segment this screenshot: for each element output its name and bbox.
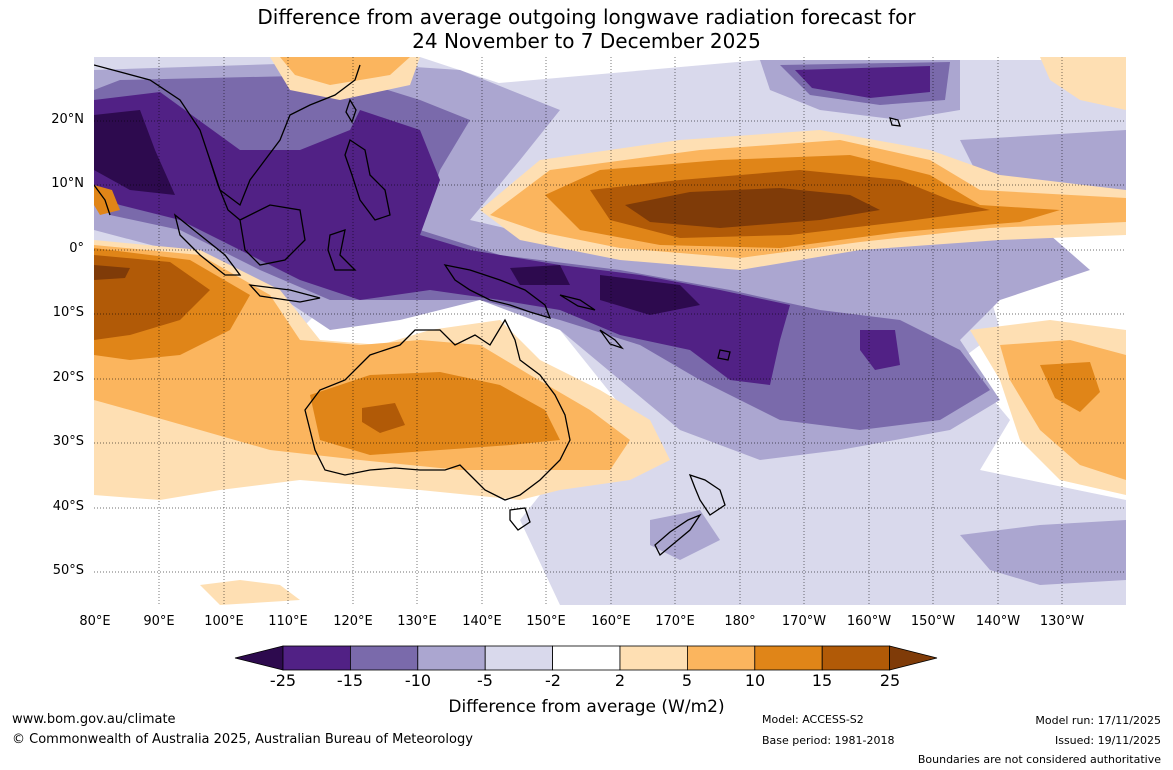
colorbar-bin-10-15 bbox=[754, 645, 823, 671]
lat-label-0: 0° bbox=[69, 241, 84, 256]
colorbar-tick-minus2: -2 bbox=[545, 671, 561, 690]
lon-label-150w: 150°W bbox=[910, 614, 956, 629]
colorbar-arrow-right bbox=[889, 645, 938, 671]
colorbar-bin-minus10-minus5 bbox=[417, 645, 486, 671]
footer-copyright: © Commonwealth of Australia 2025, Austra… bbox=[12, 732, 473, 747]
coastline-fiji bbox=[717, 349, 731, 361]
colorbar-tick-minus10: -10 bbox=[404, 671, 432, 690]
anomaly-region-plus15-australia bbox=[362, 403, 405, 433]
coastline-new-zealand-south bbox=[654, 513, 702, 557]
footer-base-period: Base period: 1981-2018 bbox=[762, 734, 895, 747]
anomaly-region-plus25-indian bbox=[94, 265, 130, 280]
lon-label-160w: 160°W bbox=[846, 614, 892, 629]
colorbar-tick-minus5: -5 bbox=[477, 671, 493, 690]
coastline-australia bbox=[304, 318, 571, 501]
footer-url[interactable]: www.bom.gov.au/climate bbox=[12, 712, 176, 727]
lon-label-130w: 130°W bbox=[1039, 614, 1085, 629]
coastline-asia-mainland bbox=[94, 64, 361, 207]
map-title-line2: 24 November to 7 December 2025 bbox=[412, 29, 761, 53]
lat-label-30s: 30°S bbox=[52, 434, 84, 449]
coastline-sumatra bbox=[173, 213, 242, 276]
lon-label-100e: 100°E bbox=[204, 614, 244, 629]
anomaly-region-minus25 bbox=[94, 110, 175, 195]
colorbar-bin-minus2-2 bbox=[552, 645, 621, 671]
anomaly-region-plus5-south-pacific bbox=[1000, 340, 1126, 480]
lat-label-20s: 20°S bbox=[52, 370, 84, 385]
anomaly-region-minus25-core2 bbox=[510, 265, 570, 285]
anomaly-region-minus5-south bbox=[960, 520, 1126, 585]
lat-label-50s: 50°S bbox=[52, 563, 84, 578]
lon-label-160e: 160°E bbox=[591, 614, 631, 629]
lon-label-90e: 90°E bbox=[143, 614, 175, 629]
coastline-hawaii bbox=[889, 117, 901, 127]
coastline-tasmania bbox=[509, 507, 531, 531]
lon-label-170e: 170°E bbox=[655, 614, 695, 629]
colorbar-tick-minus25: -25 bbox=[269, 671, 297, 690]
anomaly-region-plus10-south-pacific bbox=[1040, 362, 1100, 412]
colorbar-bin-minus25-minus15 bbox=[282, 645, 351, 671]
colorbar-tick-10: 10 bbox=[744, 671, 766, 690]
colorbar-bin-15-25 bbox=[821, 645, 891, 671]
footer-disclaimer: Boundaries are not considered authoritat… bbox=[917, 753, 1161, 766]
lon-label-80e: 80°E bbox=[79, 614, 111, 629]
coastline-java bbox=[248, 284, 321, 303]
anomaly-region-plus2-south-indian bbox=[200, 580, 300, 605]
coastline-new-zealand-north bbox=[688, 473, 726, 516]
lat-label-40s: 40°S bbox=[52, 499, 84, 514]
colorbar-bin-2-5 bbox=[619, 645, 688, 671]
colorbar-tick-25: 25 bbox=[879, 671, 901, 690]
lon-label-140w: 140°W bbox=[975, 614, 1021, 629]
anomaly-region-plus10-australia bbox=[310, 372, 560, 455]
anomaly-region-plus25-pacific bbox=[625, 188, 880, 228]
colorbar-tick-minus15: -15 bbox=[336, 671, 364, 690]
colorbar-bin-5-10 bbox=[687, 645, 756, 671]
anomaly-region-minus15-east bbox=[860, 330, 900, 370]
anomaly-region-plus5-north bbox=[280, 57, 410, 85]
lat-label-10n: 10°N bbox=[51, 176, 84, 191]
anomaly-region-minus15 bbox=[94, 92, 790, 385]
coastline-malay-peninsula bbox=[209, 159, 241, 221]
lon-label-120e: 120°E bbox=[333, 614, 373, 629]
colorbar-bin-minus15-minus10 bbox=[349, 645, 419, 671]
lat-label-10s: 10°S bbox=[52, 305, 84, 320]
colorbar-bin-minus5-minus2 bbox=[484, 645, 554, 671]
colorbar-tick-5: 5 bbox=[681, 671, 693, 690]
coastline-taiwan bbox=[345, 98, 357, 124]
map-title-line1: Difference from average outgoing longwav… bbox=[257, 5, 916, 29]
footer-model: Model: ACCESS-S2 bbox=[762, 713, 864, 726]
map-gridlines bbox=[94, 57, 1126, 605]
coastline-new-guinea bbox=[443, 264, 552, 320]
colorbar-arrow-left bbox=[234, 645, 284, 671]
anomaly-region-plus10-indian-west bbox=[94, 185, 120, 215]
coastline-india bbox=[94, 184, 111, 216]
coastline-solomons bbox=[559, 294, 596, 311]
coastline-philippines bbox=[344, 138, 391, 221]
footer-model-run: Model run: 17/11/2025 bbox=[1035, 714, 1161, 727]
colorbar-tick-15: 15 bbox=[811, 671, 833, 690]
anomaly-region-minus15-north bbox=[795, 66, 930, 98]
lon-label-150e: 150°E bbox=[526, 614, 566, 629]
lat-label-20n: 20°N bbox=[51, 112, 84, 127]
footer-issued: Issued: 19/11/2025 bbox=[1054, 734, 1161, 747]
anomaly-region-plus2-northeast bbox=[1040, 57, 1126, 110]
lon-label-130e: 130°E bbox=[397, 614, 437, 629]
colorbar-title: Difference from average (W/m2) bbox=[448, 697, 725, 717]
colorbar-tick-2: 2 bbox=[614, 671, 626, 690]
lon-label-180: 180° bbox=[724, 614, 756, 629]
lon-label-170w: 170°W bbox=[781, 614, 827, 629]
coastline-new-caledonia bbox=[599, 329, 625, 350]
lon-label-140e: 140°E bbox=[462, 614, 502, 629]
lon-label-110e: 110°E bbox=[268, 614, 308, 629]
colorbar bbox=[234, 645, 938, 671]
